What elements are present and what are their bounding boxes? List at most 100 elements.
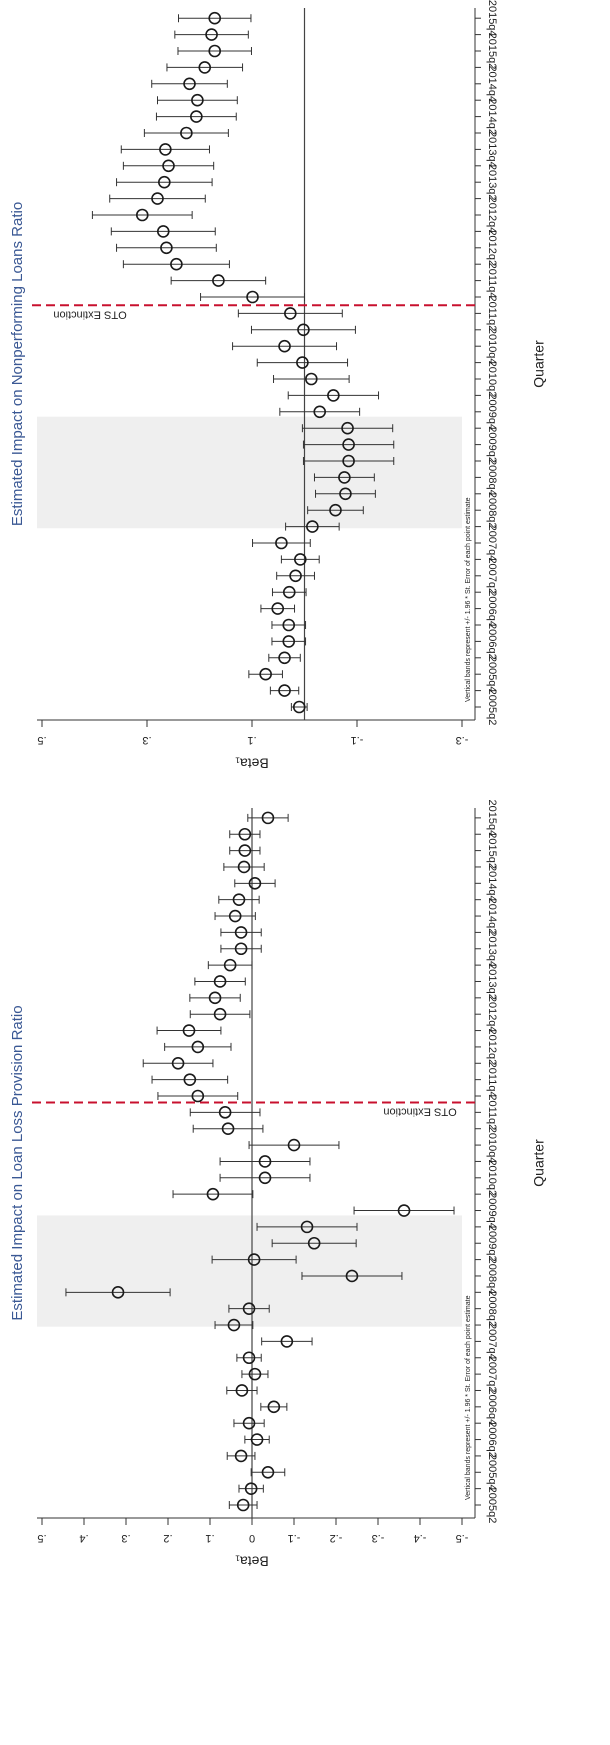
- point: [275, 536, 288, 550]
- point: [282, 635, 296, 648]
- x-tick-label: 2006q4: [486, 590, 498, 627]
- point: [278, 651, 291, 665]
- point: [212, 274, 225, 287]
- point: [329, 503, 342, 517]
- point: [247, 1253, 261, 1266]
- y-tick-label: -.2: [330, 1532, 343, 1544]
- shaded-period: [37, 1215, 462, 1327]
- x-tick-label: 2007q4: [486, 525, 498, 562]
- point: [213, 975, 227, 988]
- point: [171, 1056, 185, 1070]
- x-tick-label: 2006q4: [486, 1388, 498, 1425]
- point: [300, 1220, 314, 1234]
- x-tick-label: 2006q2: [486, 623, 498, 660]
- point: [342, 454, 355, 468]
- point: [191, 1040, 205, 1054]
- x-tick-label: 2015q4: [486, 800, 498, 837]
- annotation: OTS Extinction: [53, 308, 126, 320]
- point: [397, 1204, 411, 1217]
- point: [223, 958, 237, 972]
- y-tick-label: .3: [121, 1532, 130, 1544]
- y-tick-label: .1: [247, 734, 256, 746]
- y-tick-label: -.1: [288, 1532, 301, 1544]
- x-tick-label: 2007q2: [486, 557, 498, 594]
- point: [293, 553, 307, 566]
- point: [345, 1269, 359, 1283]
- point: [159, 143, 172, 156]
- x-tick-label: 2014q2: [486, 898, 498, 935]
- point: [208, 991, 222, 1005]
- point: [282, 585, 296, 599]
- point: [232, 893, 246, 906]
- point: [307, 1236, 321, 1250]
- point: [213, 1007, 227, 1021]
- x-tick-label: 2012q4: [486, 996, 498, 1033]
- point: [198, 61, 212, 74]
- y-tick-label: 0: [249, 1532, 255, 1544]
- x-tick-label: 2013q4: [486, 131, 498, 168]
- chart-title: Estimated Impact on Nonperforming Loans …: [9, 202, 26, 526]
- point: [206, 1187, 220, 1201]
- point: [242, 1416, 256, 1430]
- point: [237, 860, 251, 874]
- x-tick-label: 2006q2: [486, 1421, 498, 1458]
- point: [170, 257, 183, 271]
- point: [190, 110, 203, 123]
- x-tick-label: 2015q4: [486, 0, 498, 37]
- x-tick-label: 2009q2: [486, 1225, 498, 1262]
- x-tick-label: 2010q4: [486, 1127, 498, 1164]
- x-tick-label: 2014q2: [486, 98, 498, 135]
- x-tick-label: 2012q2: [486, 1029, 498, 1066]
- x-tick-label: 2005q4: [486, 1454, 498, 1491]
- y-tick-label: -.4: [414, 1532, 427, 1544]
- point: [284, 307, 297, 320]
- point: [183, 1073, 197, 1086]
- y-tick-label: .1: [205, 1532, 214, 1544]
- y-tick-label: -.1: [351, 734, 364, 746]
- point: [182, 1024, 196, 1037]
- point: [180, 126, 193, 140]
- x-tick-label: 2009q2: [486, 426, 498, 463]
- point: [235, 1384, 249, 1397]
- x-tick-label: 2013q2: [486, 963, 498, 1000]
- y-tick-label: -.5: [456, 1532, 469, 1544]
- x-tick-label: 2012q2: [486, 229, 498, 266]
- point: [248, 877, 262, 890]
- point: [261, 811, 275, 825]
- point: [227, 1318, 241, 1332]
- point: [208, 44, 222, 58]
- x-tick-label: 2013q2: [486, 164, 498, 201]
- point: [208, 11, 222, 25]
- point: [234, 926, 248, 939]
- point: [236, 1498, 250, 1512]
- point: [339, 487, 352, 501]
- x-axis-title: Quarter: [531, 1139, 547, 1187]
- y-tick-label: .5: [37, 1532, 46, 1544]
- x-tick-label: 2014q4: [486, 65, 498, 102]
- point: [135, 208, 149, 222]
- y-tick-label: -.3: [372, 1532, 385, 1544]
- x-tick-label: 2010q4: [486, 328, 498, 365]
- point: [267, 1400, 281, 1414]
- x-tick-label: 2011q4: [486, 1062, 498, 1098]
- x-tick-label: 2008q2: [486, 492, 498, 529]
- point: [156, 225, 170, 238]
- point: [160, 241, 173, 255]
- point: [306, 520, 319, 533]
- y-tick-label: -.3: [456, 734, 469, 746]
- point: [338, 471, 351, 484]
- x-tick-label: 2011q4: [486, 263, 498, 299]
- point: [238, 844, 252, 857]
- shaded-period: [37, 416, 462, 529]
- point: [341, 421, 354, 435]
- point: [228, 909, 242, 923]
- x-tick-label: 2008q4: [486, 1258, 498, 1295]
- x-tick-label: 2011q2: [486, 1094, 498, 1130]
- point: [297, 323, 310, 337]
- point: [234, 942, 248, 956]
- chart-title: Estimated Impact on Loan Loss Provision …: [9, 1005, 26, 1320]
- point: [248, 1367, 262, 1381]
- point: [280, 1335, 294, 1348]
- y-axis-title: Beta₁: [235, 755, 269, 771]
- annotation: OTS Extinction: [383, 1106, 456, 1118]
